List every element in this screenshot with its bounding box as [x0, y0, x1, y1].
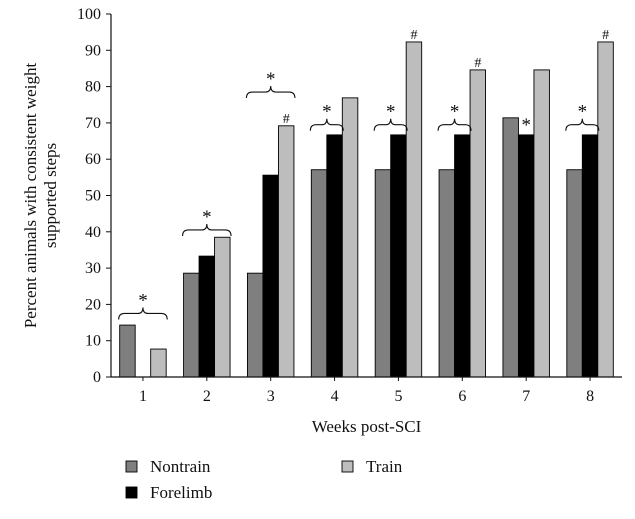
- y-tick-label: 80: [85, 79, 101, 96]
- x-tick-label: 2: [203, 388, 211, 405]
- bar-train-week-4: [341, 97, 359, 378]
- legend: Nontrain Train Forelimb: [125, 457, 403, 502]
- y-tick-label: 70: [85, 115, 101, 132]
- legend-swatch-nontrain: [125, 460, 138, 473]
- x-tick-label: 7: [522, 388, 530, 405]
- x-tick-label: 8: [586, 388, 594, 405]
- x-tick-label: 3: [267, 388, 275, 405]
- bar-nontrain-week-5: [374, 169, 392, 378]
- y-tick-label: 10: [85, 333, 101, 350]
- bars: [119, 41, 614, 378]
- bar-train-week-3: [277, 125, 295, 378]
- legend-label-forelimb: Forelimb: [150, 483, 212, 502]
- bar-forelimb-week-5: [390, 134, 407, 378]
- y-tick-label: 90: [85, 42, 101, 59]
- significance-star: *: [386, 102, 396, 123]
- significance-star: *: [266, 69, 276, 90]
- x-axis-label: Weeks post-SCI: [312, 417, 422, 436]
- y-tick-label: 60: [85, 151, 101, 168]
- legend-label-train: Train: [366, 457, 403, 476]
- bar-train-week-8: [597, 41, 614, 378]
- y-tick-label: 30: [85, 260, 101, 277]
- bar-forelimb-week-3: [262, 174, 279, 378]
- significance-brace: [437, 118, 472, 131]
- bar-forelimb-week-6: [454, 134, 471, 378]
- bar-train-week-2: [214, 236, 231, 378]
- significance-star: *: [138, 290, 148, 311]
- bar-forelimb-week-8: [581, 134, 599, 378]
- y-tick-label: 50: [85, 188, 101, 205]
- bar-forelimb-week-4: [326, 134, 343, 378]
- legend-swatch-forelimb: [125, 486, 138, 499]
- legend-label-nontrain: Nontrain: [150, 457, 211, 476]
- y-axis-ticks: 0 10 20 30 40 50 60 70 80 90 100: [77, 6, 111, 386]
- legend-swatch-train: [341, 460, 354, 473]
- significance-brace: [373, 118, 408, 131]
- significance-star: *: [450, 102, 460, 123]
- bar-forelimb-week-7: [517, 134, 535, 378]
- significance-brace: [565, 118, 600, 131]
- significance-brace: [182, 223, 232, 237]
- bar-nontrain-week-3: [246, 272, 264, 378]
- bar-nontrain-week-2: [183, 272, 200, 378]
- y-axis-label-line-1: Percent animals with consistent weight: [21, 63, 40, 329]
- bar-train-week-7: [533, 69, 550, 378]
- significance-star: *: [578, 102, 588, 123]
- significance-brace: [245, 86, 296, 99]
- x-tick-label: 5: [394, 388, 402, 405]
- bar-train-week-6: [469, 69, 487, 378]
- bar-nontrain-week-7: [502, 117, 519, 378]
- x-tick-label: 1: [139, 388, 147, 405]
- bar-nontrain-week-4: [310, 169, 328, 378]
- bar-nontrain-week-1: [119, 324, 136, 378]
- hash-mark: #: [474, 56, 481, 71]
- y-tick-label: 100: [77, 6, 101, 23]
- x-axis-tick-labels: 1 2 3 4 5 6 7 8: [139, 377, 594, 405]
- bar-nontrain-week-8: [566, 169, 583, 378]
- bar-train-week-5: [405, 41, 423, 378]
- x-tick-label: 4: [331, 388, 339, 405]
- significance-star: *: [322, 102, 332, 123]
- y-tick-label: 0: [93, 369, 101, 386]
- significance-brace: [309, 118, 344, 131]
- significance-annotations: * * * # * * # * # * * #: [118, 28, 609, 320]
- significance-brace: [118, 307, 168, 320]
- bar-train-week-1: [150, 348, 167, 378]
- y-tick-label: 40: [85, 224, 101, 241]
- significance-star: *: [202, 207, 212, 228]
- y-tick-label: 20: [85, 296, 101, 313]
- y-axis-label-line-2: supported steps: [41, 143, 60, 248]
- bar-forelimb-week-2: [198, 255, 216, 378]
- hash-mark: #: [410, 28, 417, 43]
- hash-mark: #: [283, 112, 290, 127]
- x-tick-label: 6: [458, 388, 466, 405]
- significance-star: *: [521, 115, 531, 136]
- bar-nontrain-week-6: [438, 169, 456, 378]
- hash-mark: #: [602, 28, 609, 43]
